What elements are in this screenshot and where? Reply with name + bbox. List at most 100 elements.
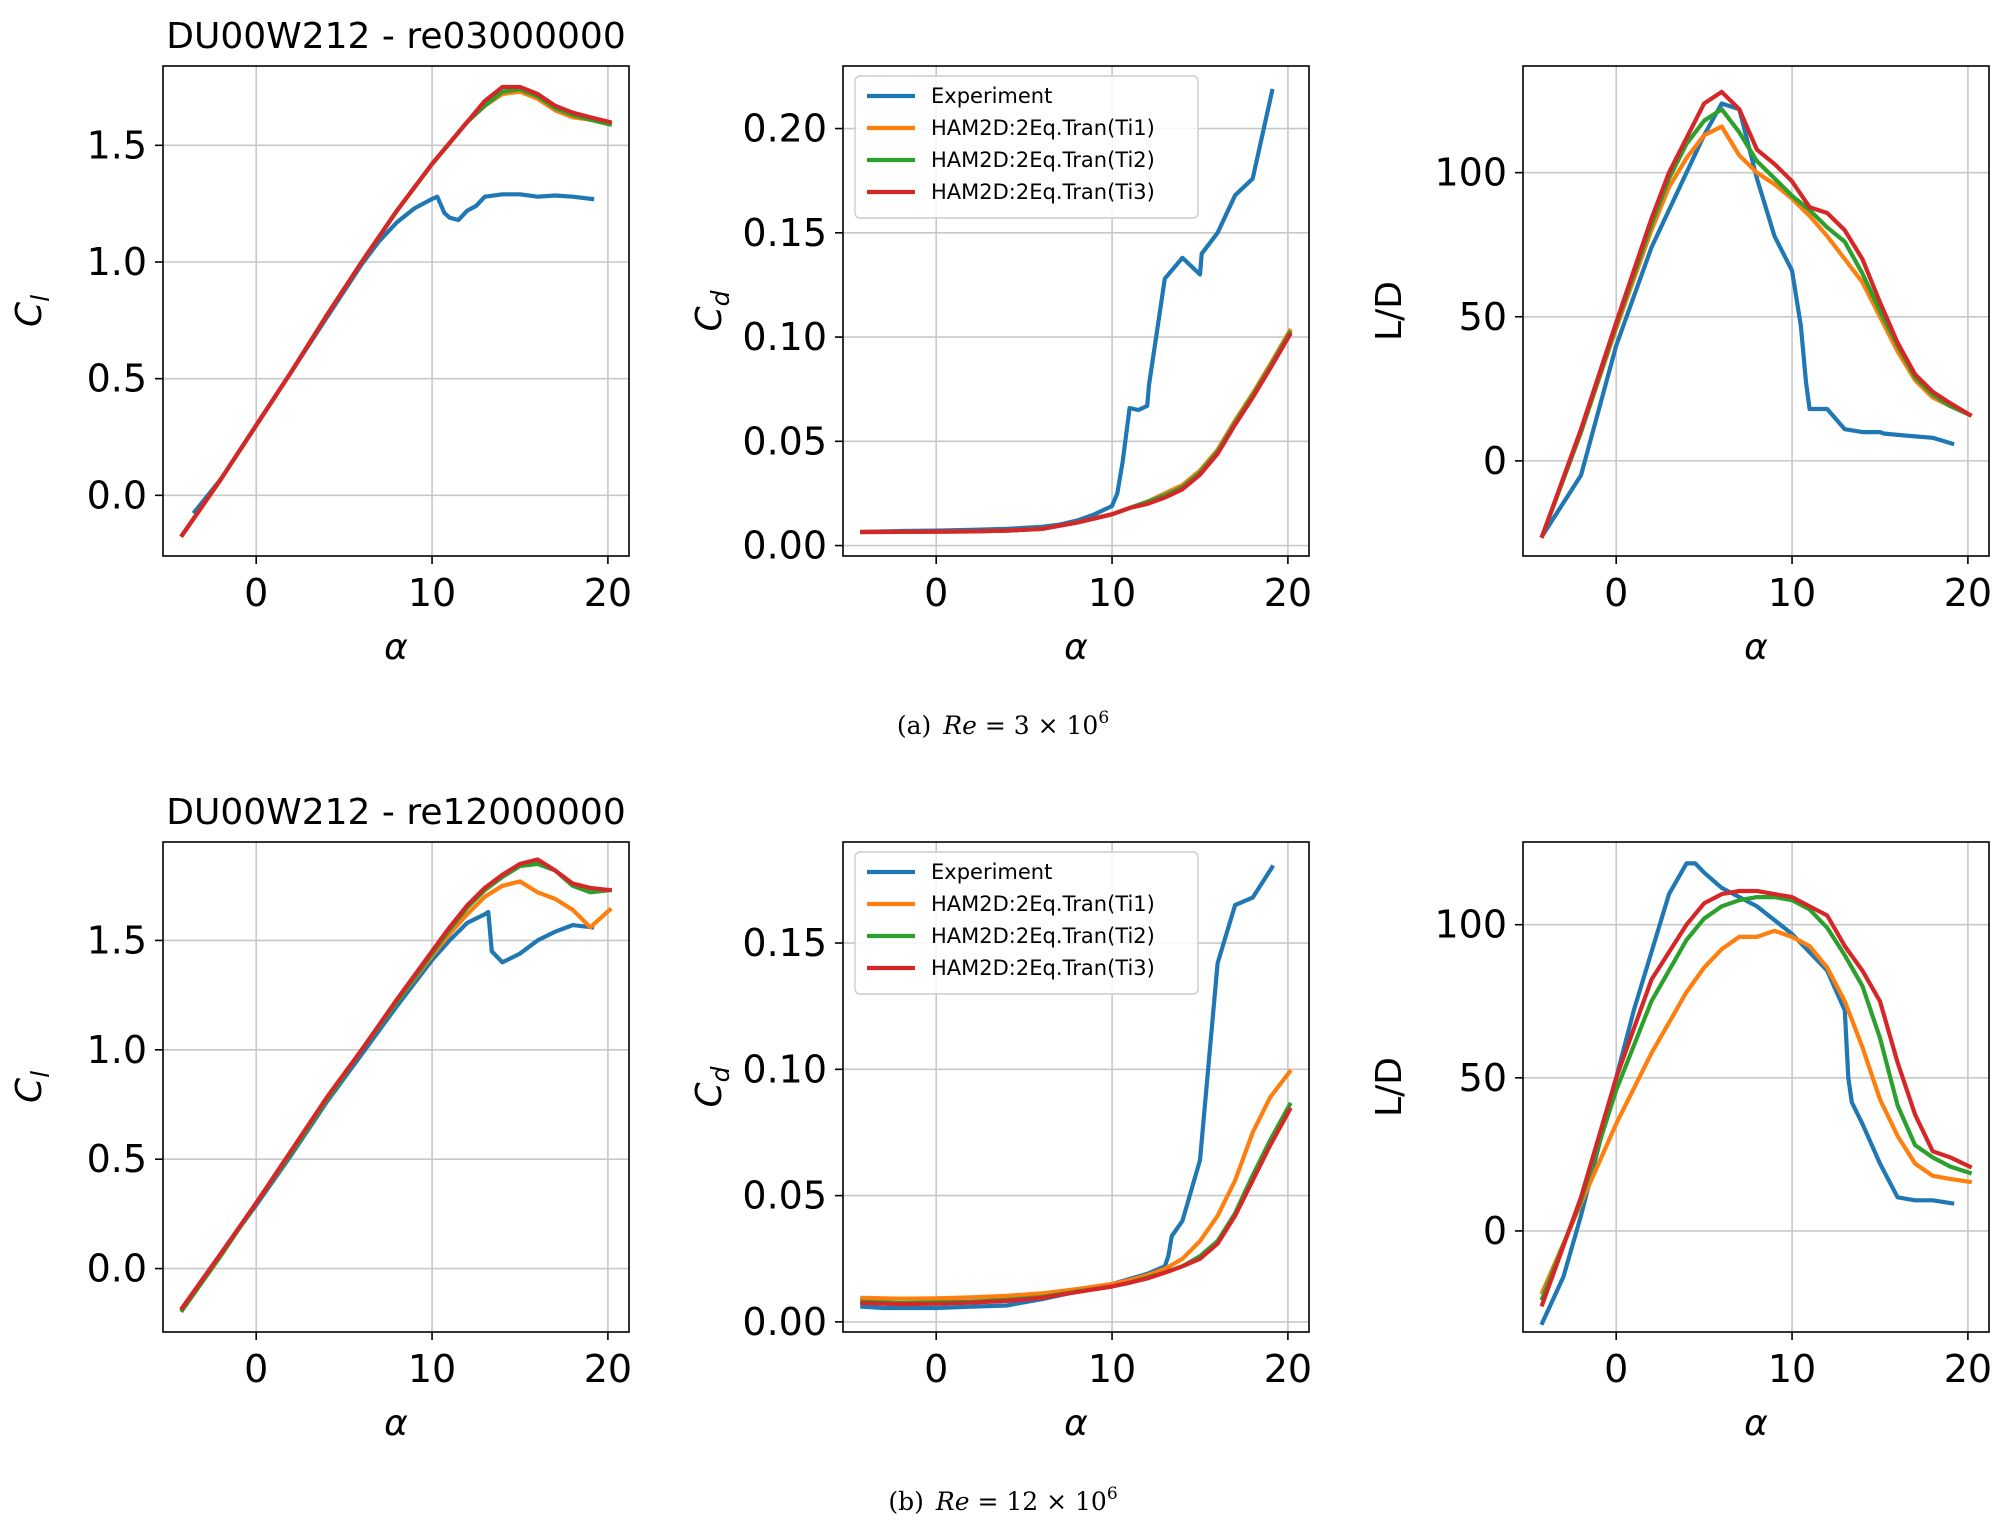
x-axis-label: α bbox=[1064, 627, 1088, 668]
chart-ld-re12e6: 0 10 20 0 50 100 α L/D bbox=[1369, 841, 1992, 1444]
y-tick-label: 0.10 bbox=[742, 1047, 827, 1091]
y-tick-label: 1.0 bbox=[87, 1028, 147, 1072]
y-axis-label: Cd bbox=[689, 1066, 735, 1107]
caption-b: (b) Re = 12 × 106 bbox=[888, 1484, 1117, 1516]
series-line-ham2d-2eq-tran-ti2 bbox=[179, 861, 613, 1314]
series-line-ham2d-2eq-tran-ti3 bbox=[1539, 89, 1973, 539]
x-tick-label: 20 bbox=[1264, 1347, 1312, 1391]
x-axis-label: α bbox=[384, 627, 408, 668]
chart-cd-re12e6: 0 10 20 0.00 0.05 0.10 0.15 α Cd Experiment HAM2D:… bbox=[689, 841, 1312, 1444]
y-tick-label: 0.15 bbox=[742, 921, 827, 965]
x-tick-label: 0 bbox=[924, 571, 948, 615]
y-tick-label: 1.0 bbox=[87, 240, 147, 284]
series-line-ham2d-2eq-tran-ti1 bbox=[1539, 928, 1973, 1295]
chart-cl-re3e6: 0 10 20 0.0 0.5 1.0 1.5 α Cl DU00W212 - re0300000… bbox=[9, 16, 632, 668]
y-tick-label: 0.15 bbox=[742, 211, 827, 255]
x-tick-label: 0 bbox=[924, 1347, 948, 1391]
chart-cd-re3e6: 0 10 20 0.00 0.05 0.10 0.15 0.20 α Cd Experiment HA… bbox=[689, 65, 1312, 668]
legend-label-experiment: Experiment bbox=[931, 860, 1052, 884]
y-tick-label: 100 bbox=[1434, 903, 1507, 947]
x-axis-label: α bbox=[1064, 1403, 1088, 1444]
series-line-ham2d-2eq-tran-ti3 bbox=[1539, 888, 1973, 1308]
series-line-experiment bbox=[1539, 861, 1955, 1326]
plot-frame bbox=[1522, 65, 1990, 557]
y-tick-label: 0.20 bbox=[742, 107, 827, 151]
x-tick-label: 20 bbox=[1264, 571, 1312, 615]
y-axis-label: L/D bbox=[1369, 281, 1410, 341]
x-tick-label: 20 bbox=[584, 1347, 632, 1391]
legend-label-ham2d-2eq-tran-ti1: HAM2D:2Eq.Tran(Ti1) bbox=[931, 892, 1155, 916]
series-line-ham2d-2eq-tran-ti1 bbox=[860, 327, 1293, 535]
y-tick-label: 0 bbox=[1483, 439, 1507, 483]
legend-label-ham2d-2eq-tran-ti2: HAM2D:2Eq.Tran(Ti2) bbox=[931, 924, 1155, 948]
y-axis-label: Cl bbox=[9, 1071, 55, 1103]
x-tick-label: 0 bbox=[1604, 1347, 1628, 1391]
plot-frame bbox=[842, 65, 1310, 557]
series-line-ham2d-2eq-tran-ti3 bbox=[860, 332, 1293, 535]
y-tick-label: 1.5 bbox=[87, 918, 147, 962]
series-line-experiment bbox=[179, 909, 595, 1311]
series-line-ham2d-2eq-tran-ti1 bbox=[860, 1068, 1293, 1301]
x-tick-label: 10 bbox=[1768, 1347, 1816, 1391]
legend-label-ham2d-2eq-tran-ti1: HAM2D:2Eq.Tran(Ti1) bbox=[931, 116, 1155, 140]
x-tick-label: 10 bbox=[1768, 571, 1816, 615]
series-line-ham2d-2eq-tran-ti2 bbox=[1539, 894, 1973, 1302]
chart-ld-re3e6: 0 10 20 0 50 100 α L/D bbox=[1369, 65, 1992, 668]
series-line-ham2d-2eq-tran-ti3 bbox=[860, 1106, 1293, 1307]
x-tick-label: 10 bbox=[1088, 571, 1136, 615]
legend-box bbox=[854, 851, 1199, 995]
plot-frame bbox=[842, 841, 1310, 1333]
caption-b-value: = 12 × 10 bbox=[970, 1487, 1107, 1516]
legend: Experiment HAM2D:2Eq.Tran(Ti1) HAM2D:2Eq.T… bbox=[854, 851, 1199, 995]
plot-frame bbox=[1522, 841, 1990, 1333]
legend-label-ham2d-2eq-tran-ti2: HAM2D:2Eq.Tran(Ti2) bbox=[931, 148, 1155, 172]
series-line-experiment bbox=[191, 192, 595, 515]
legend-label-ham2d-2eq-tran-ti3: HAM2D:2Eq.Tran(Ti3) bbox=[931, 180, 1155, 204]
x-axis-label: α bbox=[384, 1403, 408, 1444]
series-line-ham2d-2eq-tran-ti3 bbox=[179, 84, 613, 538]
x-tick-label: 20 bbox=[1944, 1347, 1992, 1391]
y-tick-label: 50 bbox=[1459, 1056, 1507, 1100]
x-axis-label: α bbox=[1744, 1403, 1768, 1444]
legend-box bbox=[854, 75, 1199, 219]
caption-a-prefix: (a) bbox=[897, 711, 931, 740]
y-tick-label: 0 bbox=[1483, 1209, 1507, 1253]
series-line-ham2d-2eq-tran-ti1 bbox=[1539, 124, 1973, 539]
caption-b-math: Re bbox=[935, 1487, 970, 1516]
plot-frame bbox=[162, 841, 630, 1333]
legend-label-experiment: Experiment bbox=[931, 84, 1052, 108]
caption-a-math: Re bbox=[942, 711, 977, 740]
y-tick-label: 0.10 bbox=[742, 315, 827, 359]
caption-b-exponent: 6 bbox=[1107, 1484, 1118, 1504]
caption-a-exponent: 6 bbox=[1098, 708, 1109, 728]
chart-title: DU00W212 - re03000000 bbox=[166, 16, 625, 57]
series-line-ham2d-2eq-tran-ti2 bbox=[179, 87, 613, 538]
y-tick-label: 50 bbox=[1459, 295, 1507, 339]
x-tick-label: 10 bbox=[1088, 1347, 1136, 1391]
legend-label-ham2d-2eq-tran-ti3: HAM2D:2Eq.Tran(Ti3) bbox=[931, 956, 1155, 980]
x-tick-label: 20 bbox=[1944, 571, 1992, 615]
legend: Experiment HAM2D:2Eq.Tran(Ti1) HAM2D:2Eq.T… bbox=[854, 75, 1199, 219]
y-tick-label: 0.00 bbox=[742, 524, 827, 568]
y-axis-label: Cl bbox=[9, 295, 55, 327]
y-tick-label: 0.0 bbox=[87, 1247, 147, 1291]
y-tick-label: 0.0 bbox=[87, 473, 147, 517]
y-tick-label: 0.5 bbox=[87, 357, 147, 401]
series-line-ham2d-2eq-tran-ti1 bbox=[179, 89, 613, 538]
x-tick-label: 0 bbox=[244, 1347, 268, 1391]
y-tick-label: 100 bbox=[1434, 151, 1507, 195]
chart-cl-re12e6: 0 10 20 0.0 0.5 1.0 1.5 α Cl DU00W212 - re1200000… bbox=[9, 792, 632, 1444]
y-tick-label: 0.5 bbox=[87, 1137, 147, 1181]
y-tick-label: 1.5 bbox=[87, 123, 147, 167]
series-line-ham2d-2eq-tran-ti3 bbox=[179, 857, 613, 1311]
caption-a: (a) Re = 3 × 106 bbox=[897, 708, 1109, 740]
y-axis-label: L/D bbox=[1369, 1057, 1410, 1117]
y-tick-label: 0.05 bbox=[742, 1174, 827, 1218]
series-line-ham2d-2eq-tran-ti1 bbox=[179, 879, 613, 1314]
x-tick-label: 10 bbox=[408, 1347, 456, 1391]
x-tick-label: 10 bbox=[408, 571, 456, 615]
caption-b-prefix: (b) bbox=[888, 1487, 924, 1516]
x-tick-label: 20 bbox=[584, 571, 632, 615]
plot-frame bbox=[162, 65, 630, 557]
